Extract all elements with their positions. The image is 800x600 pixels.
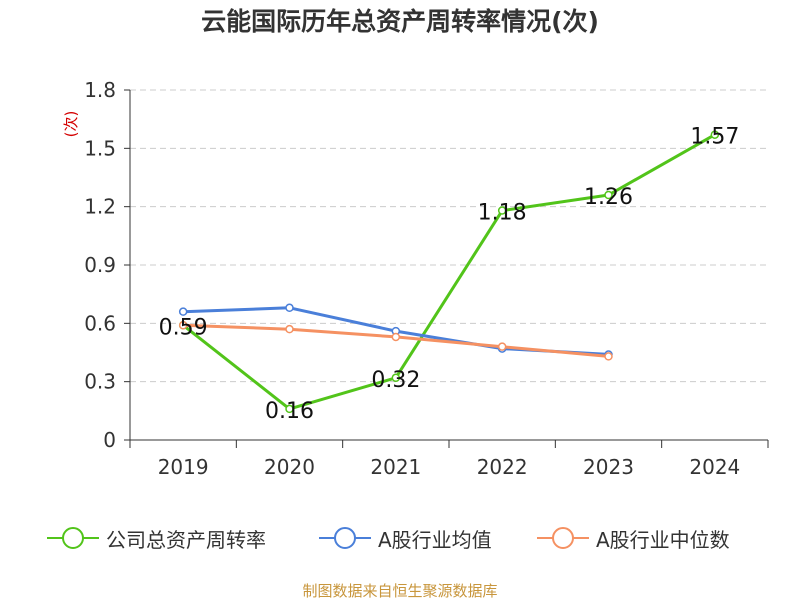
data-point xyxy=(604,352,613,361)
data-point xyxy=(604,190,613,200)
data-point xyxy=(285,303,294,313)
y-axis-label: (次) xyxy=(62,111,80,138)
legend-label: A股行业均值 xyxy=(378,527,492,552)
data-point xyxy=(391,332,401,342)
data-point xyxy=(178,321,188,330)
x-tick-label: 2024 xyxy=(689,455,740,479)
chart-title: 云能国际历年总资产周转率情况(次) xyxy=(201,7,599,36)
legend-item: A股行业均值 xyxy=(318,520,492,556)
y-tick-label: 1.5 xyxy=(84,136,116,160)
x-tick-label: 2021 xyxy=(370,455,421,479)
x-tick-label: 2023 xyxy=(583,455,634,479)
y-tick-label: 0 xyxy=(103,428,116,452)
source-note: 制图数据来自恒生聚源数据库 xyxy=(302,582,498,600)
x-tick-label: 2022 xyxy=(477,455,528,479)
y-tick-label: 0.9 xyxy=(84,253,116,277)
data-label: 1.26 xyxy=(584,185,633,210)
data-label: 0.32 xyxy=(371,368,420,393)
legend-label: A股行业中位数 xyxy=(596,527,730,552)
data-point xyxy=(285,324,294,334)
legend-item: A股行业中位数 xyxy=(536,520,730,556)
y-tick-label: 1.2 xyxy=(84,195,116,219)
data-label: 0.59 xyxy=(159,315,208,340)
y-tick-label: 0.3 xyxy=(84,370,116,394)
legend-line-icon xyxy=(537,527,589,549)
y-tick-label: 0.6 xyxy=(84,311,116,335)
data-point xyxy=(285,404,294,414)
legend: 公司总资产周转率 A股行业均值 A股行业中位数 xyxy=(0,520,800,556)
data-point xyxy=(497,342,507,351)
legend-item: 公司总资产周转率 xyxy=(46,520,266,556)
x-tick-label: 2020 xyxy=(264,455,315,479)
data-label: 1.57 xyxy=(690,125,739,150)
data-label: 1.18 xyxy=(478,201,527,226)
data-point xyxy=(178,307,188,316)
data-point xyxy=(391,373,401,383)
data-label: 0.16 xyxy=(265,399,314,424)
x-tick-label: 2019 xyxy=(158,455,209,479)
legend-line-icon xyxy=(319,527,371,549)
data-point xyxy=(497,206,507,215)
legend-label: 公司总资产周转率 xyxy=(106,527,266,552)
series-line xyxy=(182,133,716,411)
y-tick-label: 1.8 xyxy=(84,78,116,102)
data-point xyxy=(710,130,720,139)
legend-line-icon xyxy=(47,527,99,549)
